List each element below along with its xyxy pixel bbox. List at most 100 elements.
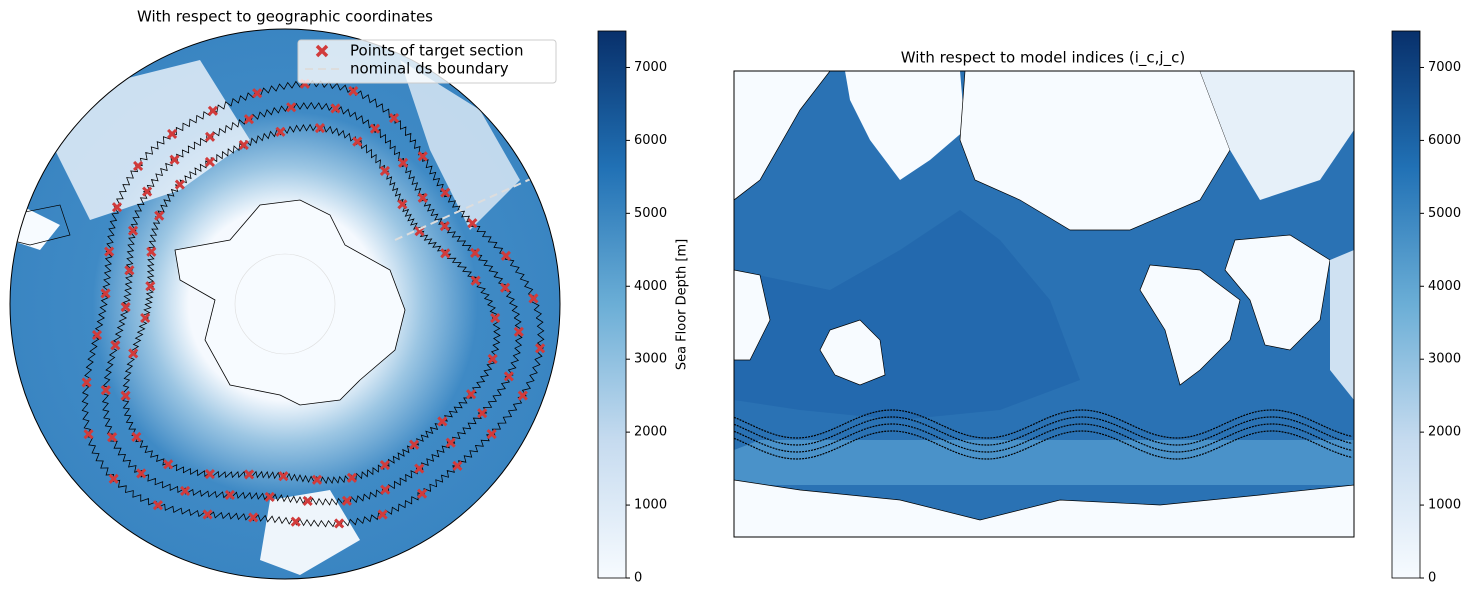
section-point xyxy=(204,468,215,480)
section-point xyxy=(152,500,164,511)
section-point xyxy=(224,489,235,501)
section-point xyxy=(352,136,363,147)
section-path xyxy=(101,101,523,506)
section-point xyxy=(500,250,511,261)
section-point xyxy=(513,326,524,337)
section-point xyxy=(348,85,359,97)
section-point xyxy=(440,187,451,198)
section-point xyxy=(470,247,481,258)
section-point xyxy=(174,179,185,190)
section-point xyxy=(204,131,216,142)
section-point xyxy=(154,210,165,221)
section-path xyxy=(734,416,1353,446)
section-point xyxy=(379,165,390,176)
section-point xyxy=(417,488,428,499)
section-point xyxy=(244,469,255,480)
colorbar-tick-label: 0 xyxy=(634,571,642,586)
legend-marker xyxy=(315,44,329,58)
panel-title: With respect to model indices (i_c,j_c) xyxy=(901,49,1185,68)
section-point xyxy=(417,151,428,162)
colorbar-tick-label: 1000 xyxy=(634,498,667,513)
section-point xyxy=(466,389,477,400)
colorbar-tick-label: 2000 xyxy=(1428,425,1461,440)
colorbar-label: Sea Floor Depth [m] xyxy=(675,239,690,370)
section-point xyxy=(104,246,115,257)
section-point xyxy=(397,199,408,210)
colorbar-tick-label: 1000 xyxy=(1428,498,1461,513)
section-point xyxy=(243,114,255,125)
section-point xyxy=(414,463,425,474)
section-point xyxy=(167,128,178,140)
section-point xyxy=(202,509,213,520)
colorbar-tick-label: 7000 xyxy=(1428,60,1461,75)
colorbar-tick-label: 5000 xyxy=(634,206,667,221)
section-point xyxy=(500,282,511,293)
section-point xyxy=(169,154,180,165)
legend-label: Points of target section xyxy=(350,42,523,60)
colorbar-tick-label: 6000 xyxy=(1428,133,1461,148)
section-point xyxy=(110,340,121,351)
section-point xyxy=(467,218,478,229)
legend xyxy=(297,39,557,84)
section-point xyxy=(111,202,123,213)
section-point xyxy=(398,157,409,168)
section-point xyxy=(180,485,191,497)
section-point xyxy=(145,281,156,292)
section-point xyxy=(128,348,139,359)
section-point xyxy=(108,473,119,484)
section-point xyxy=(120,301,131,313)
section-path xyxy=(734,430,1353,460)
section-point xyxy=(517,390,528,401)
section-point xyxy=(107,432,118,443)
section-path xyxy=(734,423,1353,453)
section-point xyxy=(275,126,286,137)
section-point xyxy=(377,509,388,520)
section-point xyxy=(136,468,147,479)
section-point xyxy=(140,312,151,324)
section-point xyxy=(346,472,357,483)
section-point xyxy=(100,288,111,299)
index-map: With respect to model indices (i_c,j_c) xyxy=(733,49,1355,538)
section-point xyxy=(278,471,289,482)
colorbar-tick-label: 7000 xyxy=(634,60,667,75)
colorbar-tick-label: 6000 xyxy=(634,133,667,148)
colorbar-tick-label: 4000 xyxy=(634,279,667,294)
colorbar-tick-label: 2000 xyxy=(634,425,667,440)
section-point xyxy=(204,156,215,168)
section-point xyxy=(131,431,142,442)
section-path xyxy=(81,79,545,528)
colorbar xyxy=(597,30,627,579)
section-point xyxy=(409,439,420,450)
section-point xyxy=(503,371,514,382)
section-point xyxy=(124,265,135,276)
section-point xyxy=(142,186,153,197)
section-point xyxy=(302,495,313,506)
section-point xyxy=(264,491,275,502)
section-point xyxy=(528,293,539,304)
colorbar-tick-label: 5000 xyxy=(1428,206,1461,221)
section-point xyxy=(440,248,451,259)
polar-map: With respect to geographic coordinates P… xyxy=(9,8,561,580)
section-point xyxy=(248,512,259,523)
section-point xyxy=(83,429,94,440)
section-point xyxy=(207,105,218,116)
colorbar xyxy=(1391,30,1421,579)
section-point xyxy=(146,246,157,257)
section-point xyxy=(330,103,341,114)
section-point xyxy=(470,275,481,286)
section-point xyxy=(127,225,139,236)
section-point xyxy=(341,495,352,506)
section-point xyxy=(91,329,103,341)
colorbar-tick-label: 4000 xyxy=(1428,279,1461,294)
section-point xyxy=(120,390,131,401)
section-point xyxy=(163,459,174,470)
section-point xyxy=(252,88,263,99)
section-point xyxy=(379,460,390,471)
section-point xyxy=(487,353,498,365)
section-point xyxy=(334,518,345,529)
section-point xyxy=(380,484,391,495)
section-point xyxy=(238,139,249,151)
section-point xyxy=(290,516,301,527)
section-point xyxy=(100,385,111,396)
